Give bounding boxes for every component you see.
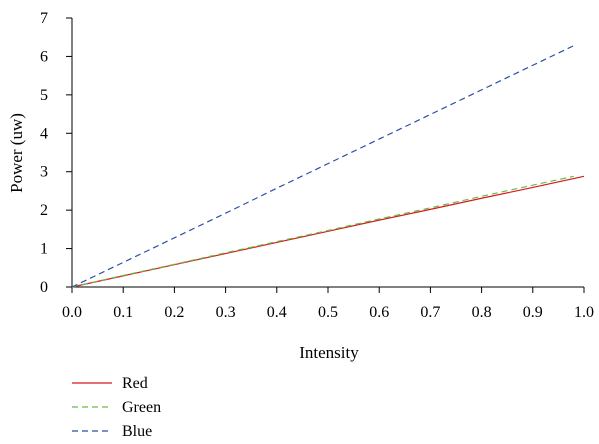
series-line-blue — [71, 45, 575, 288]
x-tick-label: 1.0 — [574, 304, 594, 321]
x-axis-title: Intensity — [299, 343, 359, 362]
x-tick-label: 0.8 — [472, 304, 492, 321]
legend-label-blue: Blue — [122, 423, 152, 440]
x-tick-label: 0.6 — [369, 304, 389, 321]
legend-label-green: Green — [122, 399, 161, 416]
x-tick-label: 0.2 — [164, 304, 184, 321]
y-tick-label: 6 — [40, 48, 48, 65]
y-tick-label: 2 — [40, 202, 48, 219]
x-tick-label: 0.1 — [113, 304, 133, 321]
x-tick-label: 0.9 — [523, 304, 543, 321]
y-tick-label: 4 — [40, 125, 48, 142]
plot-area: 0.0 0.1 0.2 0.3 0.4 0.5 0.6 0.7 0.8 0.9 1.0 0 1 2 3 4 5 6… — [40, 10, 594, 321]
x-tick-label: 0.4 — [267, 304, 287, 321]
series-line-red — [71, 175, 585, 288]
x-tick-label: 0.5 — [318, 304, 338, 321]
y-tick-label: 5 — [40, 87, 48, 104]
y-axis-title: Power (uw) — [7, 113, 26, 193]
y-tick-label: 3 — [40, 164, 48, 181]
legend-label-red: Red — [122, 375, 148, 392]
x-tick-label: 0.3 — [216, 304, 236, 321]
y-tick-label: 7 — [40, 10, 48, 27]
x-tick-label: 0.7 — [420, 304, 440, 321]
y-tick-label: 0 — [40, 279, 48, 296]
legend: Red Green Blue — [72, 375, 161, 440]
series-line-green — [71, 175, 574, 288]
x-tick-label: 0.0 — [62, 304, 82, 321]
y-tick-label: 1 — [40, 241, 48, 258]
